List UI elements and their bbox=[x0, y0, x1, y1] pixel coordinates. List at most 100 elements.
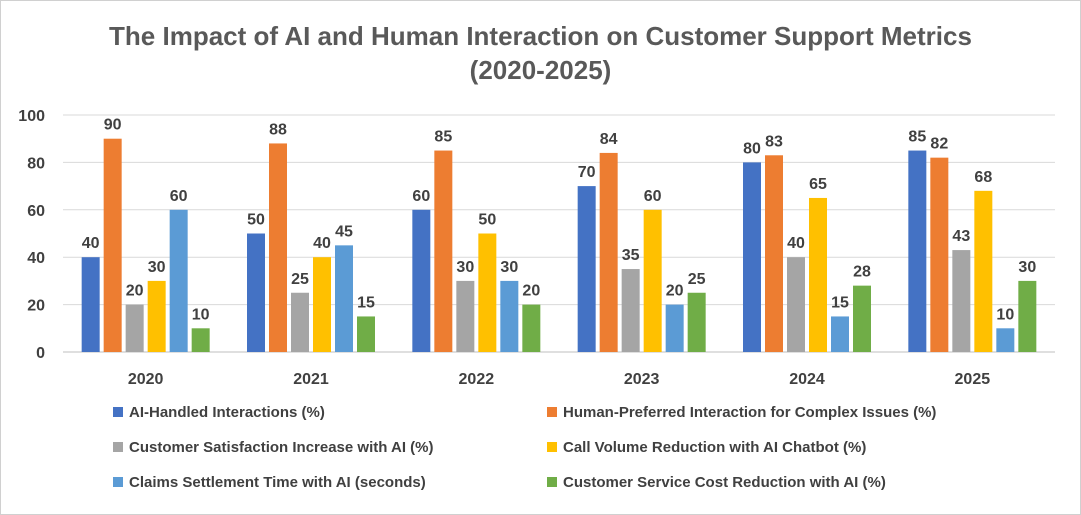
bar-2020-series-4 bbox=[147, 280, 166, 352]
bar-2023-series-5 bbox=[665, 304, 684, 352]
legend-item: Customer Service Cost Reduction with AI … bbox=[547, 473, 886, 493]
bar-2023-series-3 bbox=[621, 269, 640, 352]
bar-2021-series-1 bbox=[247, 233, 265, 352]
data-label: 30 bbox=[1018, 259, 1036, 276]
bar-2024-series-6 bbox=[853, 285, 871, 352]
bar-2020-series-6 bbox=[191, 328, 210, 352]
data-label: 25 bbox=[291, 271, 309, 288]
legend-swatch bbox=[113, 477, 123, 488]
legend-item: Claims Settlement Time with AI (seconds) bbox=[113, 473, 426, 493]
legend-label: Call Volume Reduction with AI Chatbot (%… bbox=[563, 439, 867, 456]
data-label: 85 bbox=[908, 129, 926, 146]
data-label: 28 bbox=[853, 264, 871, 281]
bar-2025-series-5 bbox=[996, 328, 1015, 352]
x-tick-label: 2021 bbox=[293, 371, 329, 388]
y-tick-label: 20 bbox=[27, 298, 45, 315]
data-label: 85 bbox=[434, 129, 452, 146]
bar-2022-series-4 bbox=[478, 233, 497, 352]
data-label: 35 bbox=[622, 247, 640, 264]
data-label: 15 bbox=[831, 294, 849, 311]
y-tick-label: 80 bbox=[27, 155, 45, 172]
y-tick-label: 40 bbox=[27, 250, 45, 267]
bar-2022-series-2 bbox=[434, 150, 453, 352]
bar-2022-series-5 bbox=[500, 280, 519, 352]
y-tick-label: 0 bbox=[36, 345, 45, 362]
bar-2025-series-4 bbox=[974, 190, 993, 352]
bar-2023-series-6 bbox=[687, 292, 706, 352]
data-label: 40 bbox=[313, 235, 331, 252]
bar-2025-series-3 bbox=[952, 250, 971, 352]
legend-label: Customer Satisfaction Increase with AI (… bbox=[129, 439, 434, 456]
data-label: 20 bbox=[522, 283, 540, 300]
data-label: 70 bbox=[578, 164, 596, 181]
data-label: 88 bbox=[269, 121, 287, 138]
data-label: 40 bbox=[82, 235, 100, 252]
bar-2021-series-6 bbox=[357, 316, 375, 352]
data-label: 82 bbox=[930, 136, 948, 153]
bar-2020-series-5 bbox=[169, 209, 188, 352]
data-label: 80 bbox=[743, 140, 761, 157]
data-label: 45 bbox=[335, 223, 353, 240]
data-label: 43 bbox=[952, 228, 970, 245]
bar-2021-series-4 bbox=[313, 257, 331, 352]
data-label: 20 bbox=[126, 283, 144, 300]
bar-2024-series-2 bbox=[765, 155, 783, 352]
x-tick-label: 2020 bbox=[128, 371, 164, 388]
data-label: 60 bbox=[412, 188, 430, 205]
bar-2022-series-3 bbox=[456, 280, 475, 352]
legend-item: AI-Handled Interactions (%) bbox=[113, 403, 325, 423]
legend-label: Customer Service Cost Reduction with AI … bbox=[563, 474, 886, 491]
data-label: 60 bbox=[170, 188, 188, 205]
data-label: 25 bbox=[688, 271, 706, 288]
data-label: 10 bbox=[192, 306, 210, 323]
legend-label: Claims Settlement Time with AI (seconds) bbox=[129, 474, 426, 491]
y-tick-label: 100 bbox=[18, 108, 45, 125]
bar-2024-series-3 bbox=[787, 257, 805, 352]
x-tick-label: 2024 bbox=[789, 371, 825, 388]
data-label: 90 bbox=[104, 117, 122, 134]
bar-2024-series-5 bbox=[831, 316, 849, 352]
legend-label: AI-Handled Interactions (%) bbox=[129, 404, 325, 421]
data-label: 50 bbox=[247, 212, 265, 229]
bar-2020-series-2 bbox=[103, 138, 122, 352]
legend-item: Customer Satisfaction Increase with AI (… bbox=[113, 438, 434, 458]
legend-label: Human-Preferred Interaction for Complex … bbox=[563, 404, 937, 421]
bar-2020-series-1 bbox=[81, 257, 100, 352]
x-tick-label: 2022 bbox=[459, 371, 495, 388]
y-tick-label: 60 bbox=[27, 203, 45, 220]
legend-swatch bbox=[547, 477, 557, 488]
data-label: 60 bbox=[644, 188, 662, 205]
bar-2021-series-5 bbox=[335, 245, 353, 352]
chart-title-line-2: (2020-2025) bbox=[469, 55, 612, 85]
data-label: 30 bbox=[148, 259, 166, 276]
x-tick-label: 2025 bbox=[955, 371, 991, 388]
data-label: 65 bbox=[809, 176, 827, 193]
data-label: 10 bbox=[996, 306, 1014, 323]
bar-2023-series-1 bbox=[577, 186, 596, 352]
bar-2025-series-1 bbox=[908, 150, 927, 352]
legend-swatch bbox=[547, 407, 557, 418]
data-label: 83 bbox=[765, 133, 783, 150]
data-label: 15 bbox=[357, 294, 375, 311]
data-label: 30 bbox=[500, 259, 518, 276]
chart-title: The Impact of AI and Human Interaction o… bbox=[1, 19, 1080, 87]
x-tick-label: 2023 bbox=[624, 371, 660, 388]
legend-item: Human-Preferred Interaction for Complex … bbox=[547, 403, 936, 423]
bar-2025-series-2 bbox=[930, 157, 949, 352]
bar-2023-series-4 bbox=[643, 209, 662, 352]
data-label: 30 bbox=[456, 259, 474, 276]
bar-2025-series-6 bbox=[1018, 280, 1037, 352]
chart-title-line-1: The Impact of AI and Human Interaction o… bbox=[109, 21, 972, 51]
legend-swatch bbox=[547, 442, 557, 453]
legend-item: Call Volume Reduction with AI Chatbot (%… bbox=[547, 438, 866, 458]
data-label: 68 bbox=[974, 169, 992, 186]
data-label: 20 bbox=[666, 283, 684, 300]
bar-2022-series-6 bbox=[522, 304, 541, 352]
bar-2020-series-3 bbox=[125, 304, 144, 352]
legend-swatch bbox=[113, 442, 123, 453]
legend-swatch bbox=[113, 407, 123, 418]
bar-2024-series-1 bbox=[743, 162, 761, 352]
data-label: 50 bbox=[478, 212, 496, 229]
